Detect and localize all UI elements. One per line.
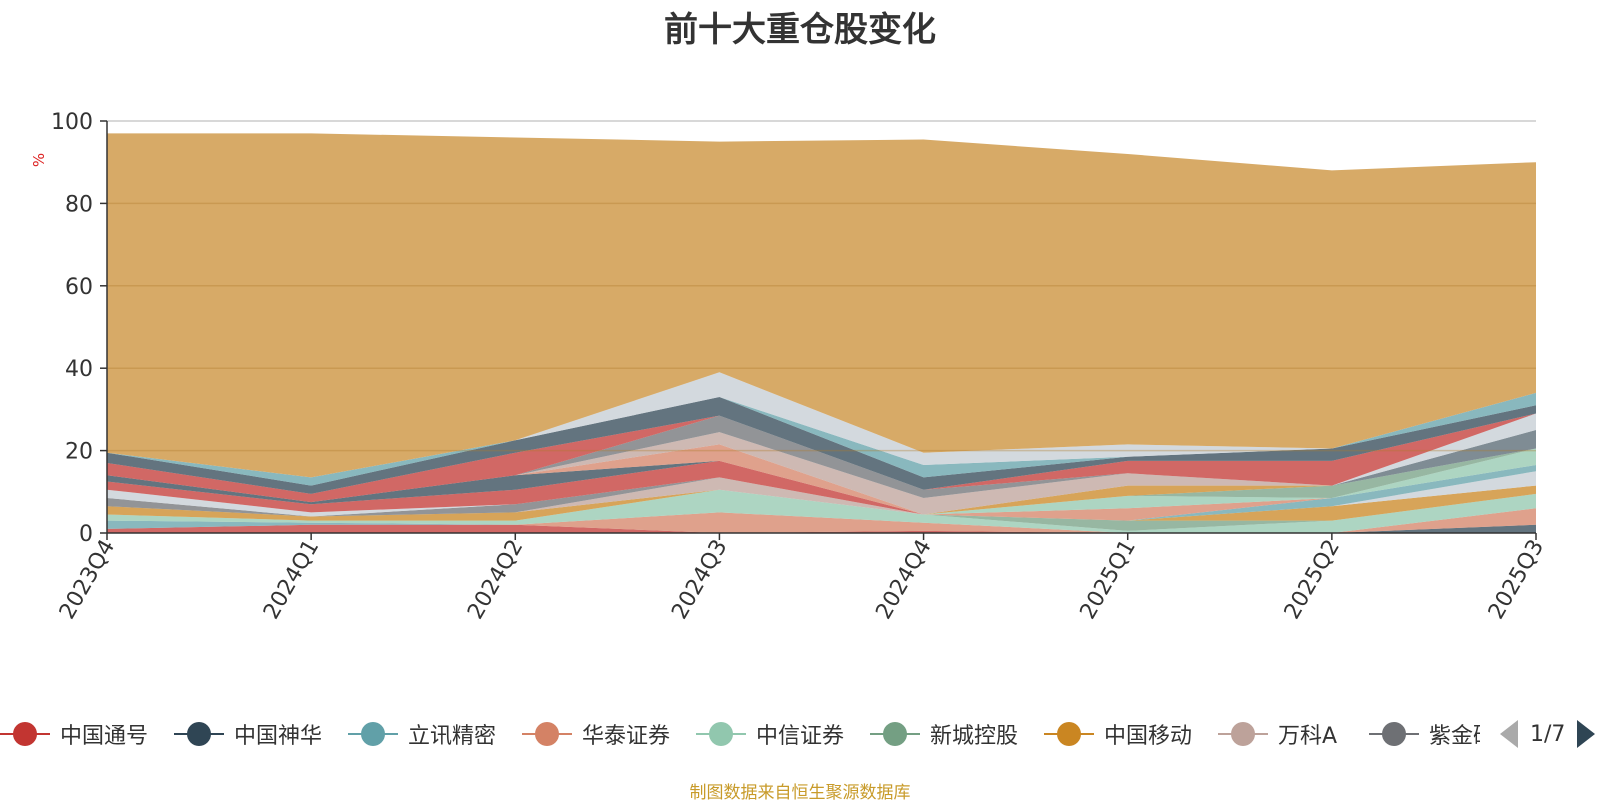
legend-item[interactable]: 中国移动: [1044, 716, 1192, 752]
legend-label: 中国通号: [60, 724, 149, 749]
y-tick-label: 40: [65, 357, 93, 382]
area-series-16: [107, 444, 1536, 515]
x-tick-label: 2025Q2: [1280, 536, 1345, 624]
area-series-layer: [107, 133, 1536, 533]
y-tick-label: 100: [51, 110, 93, 135]
y-tick-label: 60: [65, 275, 93, 300]
area-series-15: [107, 444, 1536, 521]
legend-item[interactable]: 紫金矿业: [1369, 716, 1480, 752]
legend-item[interactable]: 立讯精密: [348, 716, 496, 752]
area-series-24: [107, 397, 1536, 494]
x-tick-label: 2024Q3: [667, 536, 732, 624]
legend-marker-icon: [522, 721, 572, 747]
grid-layer: [107, 120, 1536, 452]
legend-item[interactable]: 中国神华: [174, 716, 322, 752]
area-series-8: [107, 477, 1536, 521]
y-tick-label: 0: [79, 522, 93, 547]
source-note: 制图数据来自恒生聚源数据库: [689, 783, 911, 803]
legend-item[interactable]: 中信证券: [696, 716, 844, 752]
legend-label: 立讯精密: [408, 724, 497, 749]
legend-marker-icon: [0, 721, 50, 747]
legend-marker-icon: [1044, 721, 1094, 747]
chart-title: 前十大重仓股变化: [664, 10, 936, 50]
legend-item[interactable]: 中国通号: [0, 716, 148, 752]
legend-marker-icon: [174, 721, 224, 747]
area-series-12: [107, 460, 1536, 521]
legend-marker-icon: [696, 721, 746, 747]
area-series-23: [107, 413, 1536, 503]
area-series-27: [107, 133, 1536, 478]
y-tick-label: 80: [65, 192, 93, 217]
legend-label: 中信证券: [756, 724, 845, 749]
legend-item[interactable]: 华泰证券: [522, 716, 670, 752]
legend: 中国通号 中国神华 立讯精密 华泰证券 中信证券 新城控股 中国移动 万科A 紫金矿业: [0, 716, 1480, 752]
legend-label: 万科A: [1278, 724, 1338, 749]
y-tick-label: 20: [65, 440, 93, 465]
legend-label: 紫金矿业: [1429, 724, 1480, 749]
area-series-7: [107, 485, 1536, 521]
legend-marker-icon: [870, 721, 920, 747]
legend-marker-icon: [348, 721, 398, 747]
x-tick-label: 2023Q4: [55, 536, 120, 624]
legend-item[interactable]: 万科A: [1218, 716, 1337, 752]
legend-prev-arrow-icon[interactable]: [1500, 720, 1518, 748]
area-series-5: [107, 489, 1536, 533]
area-series-26: [107, 372, 1536, 478]
area-series-6: [107, 489, 1536, 531]
legend-label: 中国移动: [1104, 724, 1193, 749]
legend-label: 中国神华: [234, 724, 323, 749]
legend-label: 新城控股: [930, 724, 1019, 749]
area-series-2: [107, 524, 1536, 533]
legend-page-indicator: 1/7: [1530, 721, 1566, 747]
x-tick-label: 2024Q4: [871, 536, 936, 624]
area-series-1: [107, 524, 1536, 533]
legend-marker-icon: [1369, 721, 1419, 747]
legend-pager: 1/7: [1500, 716, 1600, 752]
area-series-4: [107, 508, 1536, 533]
area-series-9: [107, 477, 1536, 521]
x-tick-label: 2025Q1: [1076, 536, 1141, 624]
legend-marker-icon: [1218, 721, 1268, 747]
y-axis-label: %: [30, 153, 48, 167]
area-series-19: [107, 432, 1536, 515]
legend-item[interactable]: 新城控股: [870, 716, 1018, 752]
legend-label: 华泰证券: [582, 724, 671, 749]
chart-area: 0 20 40 60 80 100 2023Q4 2024Q1 2024Q2 2024Q3 2024…: [30, 110, 1549, 624]
x-tick-label: 2024Q1: [259, 536, 324, 624]
x-tick-label: 2024Q2: [463, 536, 528, 624]
legend-next-arrow-icon[interactable]: [1577, 720, 1596, 748]
x-tick-label: 2025Q3: [1484, 536, 1549, 624]
area-series-20: [107, 415, 1536, 503]
